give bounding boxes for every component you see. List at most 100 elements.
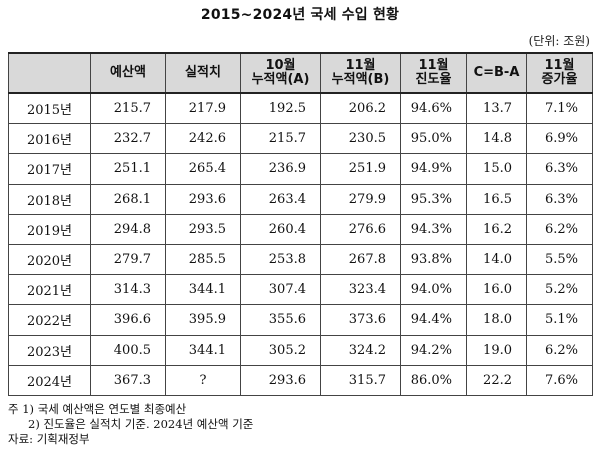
cell-budget: 294.8 [90, 213, 166, 245]
cell-difference: 16.5 [466, 183, 527, 215]
cell-difference: 16.2 [466, 213, 527, 245]
cell-nov-growth: 7.6% [526, 364, 593, 396]
header-cell-budget: 예산액 [90, 52, 166, 94]
cell-actual: 242.6 [165, 123, 241, 155]
header-cell-nov-cumulative: 11월 누적액(B) [320, 52, 401, 94]
year-cell: 2017년 [8, 153, 91, 185]
cell-oct-cumulative: 253.8 [240, 243, 321, 276]
cell-actual: 217.9 [165, 92, 241, 125]
header-row: 예산액 실적치 10월 누적액(A) 11월 누적액(B) 11월 진도율 C=… [8, 52, 593, 94]
cell-nov-cumulative: 276.6 [320, 213, 401, 245]
cell-nov-cumulative: 267.8 [320, 243, 401, 276]
footnote-1: 주 1) 국세 예산액은 연도별 최종예산 [8, 402, 187, 416]
cell-oct-cumulative: 192.5 [240, 92, 321, 125]
table-row: 2017년 251.1 265.4 236.9 251.9 94.9% 15.0 6.3% [8, 153, 593, 185]
cell-budget: 251.1 [90, 153, 166, 185]
year-cell: 2023년 [8, 334, 91, 366]
cell-nov-growth: 5.2% [526, 274, 593, 306]
cell-nov-growth: 5.5% [526, 243, 593, 276]
cell-actual: 344.1 [165, 334, 241, 366]
cell-difference: 14.0 [466, 243, 527, 276]
header-cell-nov-progress: 11월 진도율 [400, 52, 467, 94]
year-cell: 2024년 [8, 364, 91, 396]
cell-nov-progress: 94.0% [400, 274, 467, 306]
cell-difference: 19.0 [466, 334, 527, 366]
cell-nov-progress: 94.4% [400, 304, 467, 336]
cell-oct-cumulative: 305.2 [240, 334, 321, 366]
cell-nov-progress: 94.6% [400, 92, 467, 125]
cell-nov-cumulative: 323.4 [320, 274, 401, 306]
year-cell: 2022년 [8, 304, 91, 336]
cell-nov-growth: 6.3% [526, 183, 593, 215]
cell-budget: 232.7 [90, 123, 166, 155]
cell-nov-cumulative: 324.2 [320, 334, 401, 366]
cell-oct-cumulative: 263.4 [240, 183, 321, 215]
cell-oct-cumulative: 236.9 [240, 153, 321, 185]
cell-nov-growth: 6.9% [526, 123, 593, 155]
cell-nov-cumulative: 315.7 [320, 364, 401, 396]
cell-difference: 14.8 [466, 123, 527, 155]
table-row: 2024년 367.3? 293.6 315.7 86.0% 22.2 7.6% [8, 364, 593, 396]
table-row: 2016년 232.7 242.6 215.7 230.5 95.0% 14.8 6.9% [8, 123, 593, 155]
cell-actual: ? [165, 364, 241, 396]
cell-nov-cumulative: 230.5 [320, 123, 401, 155]
cell-actual: 265.4 [165, 153, 241, 185]
cell-budget: 215.7 [90, 92, 166, 125]
year-cell: 2019년 [8, 213, 91, 245]
header-cell-difference: C=B-A [466, 52, 527, 94]
header-cell-oct-cumulative: 10월 누적액(A) [240, 52, 321, 94]
cell-nov-progress: 94.3% [400, 213, 467, 245]
cell-oct-cumulative: 355.6 [240, 304, 321, 336]
cell-nov-progress: 86.0% [400, 364, 467, 396]
year-cell: 2018년 [8, 183, 91, 215]
cell-nov-cumulative: 206.2 [320, 92, 401, 125]
unit-label: (단위: 조원) [528, 34, 590, 48]
cell-budget: 279.7 [90, 243, 166, 276]
header-cell-corner [8, 52, 91, 94]
header-cell-nov-growth: 11월 증가율 [526, 52, 593, 94]
footnote-2: 2) 진도율은 실적치 기준. 2024년 예산액 기준 [28, 417, 254, 431]
header-cell-actual: 실적치 [165, 52, 241, 94]
cell-oct-cumulative: 215.7 [240, 123, 321, 155]
cell-nov-growth: 7.1% [526, 92, 593, 125]
table-row: 2020년 279.7 285.5 253.8 267.8 93.8% 14.0 5.5% [8, 243, 593, 276]
year-cell: 2021년 [8, 274, 91, 306]
cell-nov-cumulative: 251.9 [320, 153, 401, 185]
cell-actual: 293.6 [165, 183, 241, 215]
document-title: 2015~2024년 국세 수입 현황 [200, 7, 400, 23]
cell-nov-cumulative: 279.9 [320, 183, 401, 215]
cell-actual: 285.5 [165, 243, 241, 276]
tax-revenue-table: 예산액 실적치 10월 누적액(A) 11월 누적액(B) 11월 진도율 C=… [8, 52, 593, 396]
source-note: 자료: 기획재정부 [8, 432, 90, 446]
footnotes: 주 1) 국세 예산액은 연도별 최종예산 2) 진도율은 실적치 기준. 20… [8, 402, 253, 447]
cell-nov-progress: 95.0% [400, 123, 467, 155]
cell-nov-growth: 6.2% [526, 334, 593, 366]
cell-actual: 293.5 [165, 213, 241, 245]
cell-difference: 16.0 [466, 274, 527, 306]
cell-budget: 367.3 [90, 364, 166, 396]
cell-nov-growth: 5.1% [526, 304, 593, 336]
cell-budget: 400.5 [90, 334, 166, 366]
cell-nov-progress: 95.3% [400, 183, 467, 215]
cell-budget: 396.6 [90, 304, 166, 336]
table-row: 2022년 396.6 395.9 355.6 373.6 94.4% 18.0 5.1% [8, 304, 593, 336]
year-cell: 2020년 [8, 243, 91, 276]
cell-nov-progress: 94.9% [400, 153, 467, 185]
cell-actual: 395.9 [165, 304, 241, 336]
cell-nov-progress: 93.8% [400, 243, 467, 276]
cell-difference: 15.0 [466, 153, 527, 185]
cell-nov-growth: 6.2% [526, 213, 593, 245]
cell-budget: 314.3 [90, 274, 166, 306]
cell-oct-cumulative: 260.4 [240, 213, 321, 245]
table-row: 2015년 215.7 217.9 192.5 206.2 94.6% 13.7 7.1% [8, 92, 593, 125]
cell-nov-cumulative: 373.6 [320, 304, 401, 336]
cell-budget: 268.1 [90, 183, 166, 215]
cell-actual: 344.1 [165, 274, 241, 306]
table-row: 2021년 314.3 344.1 307.4 323.4 94.0% 16.0 5.2% [8, 274, 593, 306]
cell-difference: 22.2 [466, 364, 527, 396]
table-row: 2018년 268.1 293.6 263.4 279.9 95.3% 16.5 6.3% [8, 183, 593, 215]
year-cell: 2016년 [8, 123, 91, 155]
cell-oct-cumulative: 307.4 [240, 274, 321, 306]
cell-oct-cumulative: 293.6 [240, 364, 321, 396]
cell-nov-growth: 6.3% [526, 153, 593, 185]
